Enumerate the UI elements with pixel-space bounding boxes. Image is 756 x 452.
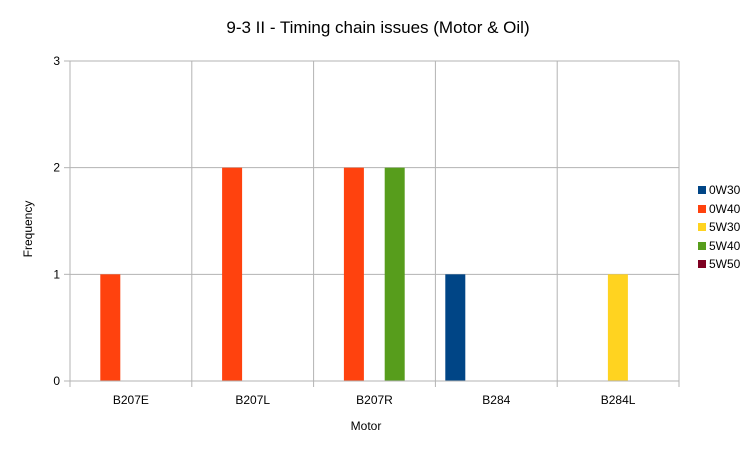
bar-B284L-5W30	[607, 274, 628, 381]
y-tick-label: 3	[53, 54, 60, 68]
legend-item-0W40: 0W40	[698, 200, 740, 219]
legend-item-5W40: 5W40	[698, 237, 740, 256]
legend-item-0W30: 0W30	[698, 181, 740, 200]
y-axis-label: Frequency	[21, 201, 35, 258]
legend-label: 5W40	[709, 238, 741, 253]
bar-B207E-0W40	[100, 274, 121, 381]
legend-label: 0W30	[709, 183, 741, 198]
legend-label: 5W30	[709, 220, 741, 235]
legend-item-5W50: 5W50	[698, 255, 740, 274]
legend: 0W30 0W40 5W30 5W40 5W50	[698, 181, 740, 274]
bar-B207R-5W40	[384, 167, 405, 381]
legend-item-5W30: 5W30	[698, 218, 740, 237]
x-tick-label: B207R	[356, 393, 393, 407]
bar-B284-0W30	[445, 274, 466, 381]
x-tick-label: B207L	[235, 393, 270, 407]
x-tick-label: B207E	[113, 393, 149, 407]
x-axis-label: Motor	[351, 419, 382, 433]
bar-B207R-0W40	[343, 167, 364, 381]
x-tick-label: B284	[482, 393, 510, 407]
chart-title: 9-3 II - Timing chain issues (Motor & Oi…	[226, 18, 530, 37]
legend-swatch	[698, 204, 706, 213]
x-tick-label: B284L	[601, 393, 636, 407]
x-tick-labels: B207E B207L B207R B284 B284L	[113, 393, 636, 407]
legend-swatch	[698, 260, 706, 269]
y-tick-label: 1	[53, 267, 60, 281]
legend-label: 5W50	[709, 257, 741, 272]
y-tick-label: 2	[53, 161, 60, 175]
grid-lines	[64, 60, 680, 387]
legend-swatch	[698, 186, 706, 195]
legend-label: 0W40	[709, 201, 741, 216]
legend-swatch	[698, 223, 706, 232]
bar-B207L-0W40	[222, 167, 243, 381]
bars	[100, 167, 628, 381]
y-tick-labels: 0 1 2 3	[53, 54, 60, 388]
y-tick-label: 0	[53, 374, 60, 388]
legend-swatch	[698, 241, 706, 250]
